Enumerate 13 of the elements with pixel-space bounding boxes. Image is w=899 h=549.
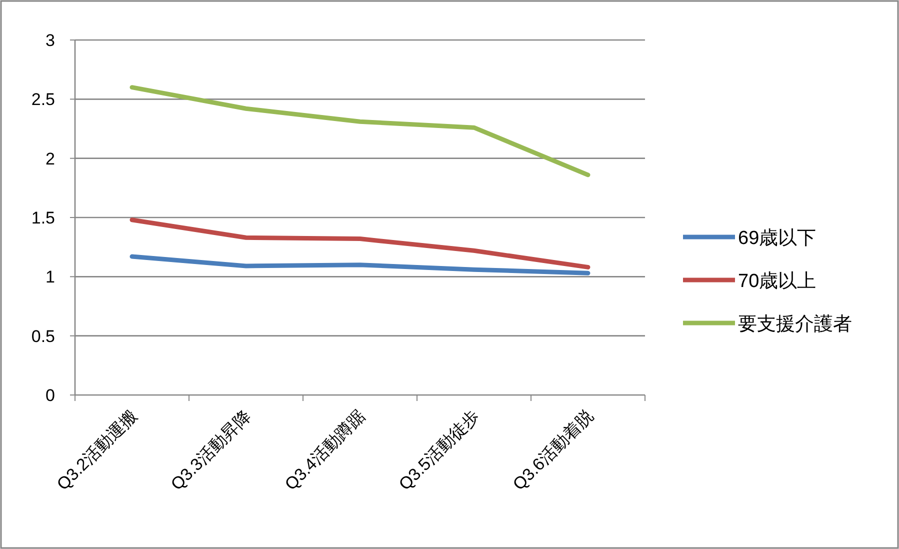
legend-label: 要支援介護者 <box>738 314 852 335</box>
legend-label: 69歳以下 <box>738 228 816 249</box>
y-tick-label: 2 <box>46 149 55 168</box>
line-series <box>130 254 590 276</box>
line-series <box>130 218 590 270</box>
y-tick-label: 0.5 <box>31 326 55 346</box>
y-tick-label: 1.5 <box>31 208 55 228</box>
line-series <box>130 85 590 178</box>
y-tick-label: 3 <box>46 31 55 50</box>
y-tick-label: 2.5 <box>31 90 55 110</box>
y-tick-label: 0 <box>46 386 55 405</box>
y-tick-label: 1 <box>46 268 55 287</box>
legend-label: 70歳以上 <box>738 271 816 292</box>
